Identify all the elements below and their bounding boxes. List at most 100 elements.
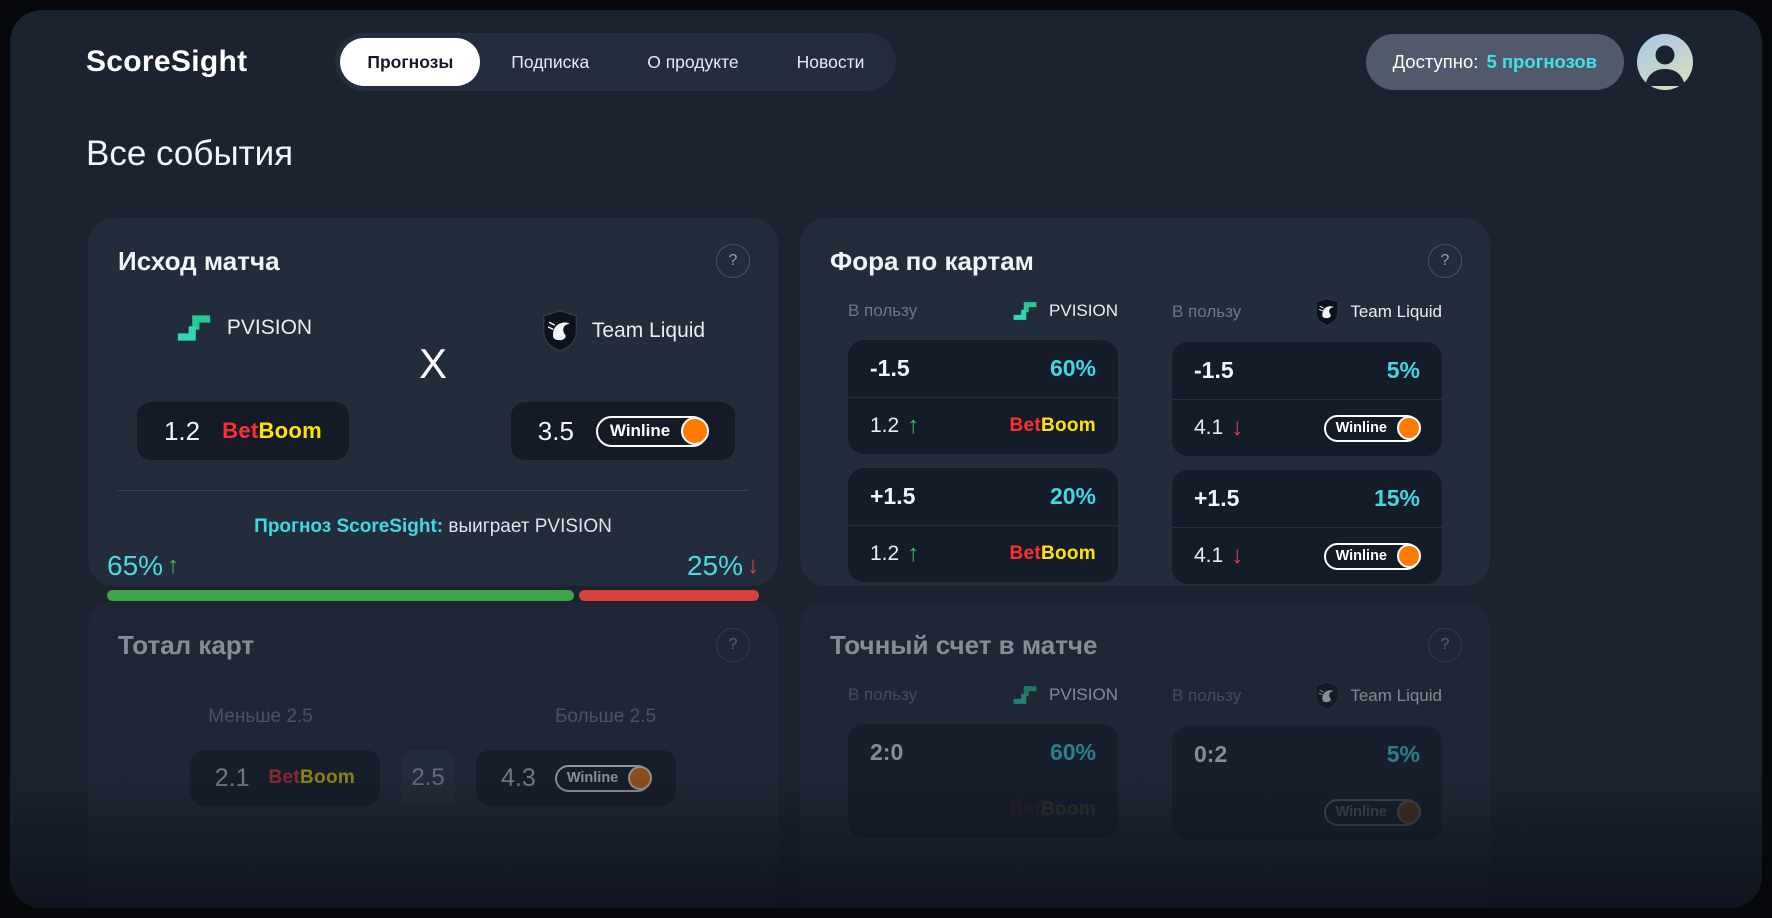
score-tile[interactable]: 2:0 60% BetBoom	[848, 724, 1118, 838]
team-right: Team Liquid	[1314, 298, 1442, 326]
odds-tile-right[interactable]: 3.5 Winline	[510, 402, 736, 460]
prediction-label: Прогноз ScoreSight:	[254, 516, 444, 537]
under-label: Меньше 2.5	[208, 706, 313, 727]
card-map-handicap: Фора по картам ? В пользу PVISION	[800, 218, 1490, 586]
odds-value: 1.2	[163, 415, 201, 446]
odds-value: 4.1 ↓	[1194, 542, 1244, 569]
prediction-text: Прогноз ScoreSight: выиграет PVISION	[88, 516, 778, 538]
score-value: 2:0	[870, 739, 904, 765]
betboom-logo: BetBoom	[268, 767, 356, 788]
question-icon: ?	[1440, 636, 1450, 653]
winline-dot-icon	[1397, 416, 1421, 440]
scoresight-logo: ScoreSight	[86, 45, 248, 78]
left-probability: 65% ↑	[107, 550, 180, 581]
nav-tab-forecasts[interactable]: Прогнозы	[340, 38, 481, 86]
avatar[interactable]	[1637, 34, 1693, 90]
score-tile[interactable]: 0:2 5% Winline	[1172, 726, 1442, 840]
handicap-tile[interactable]: -1.5 5% 4.1 ↓ Winline	[1172, 342, 1442, 456]
available-forecasts-badge[interactable]: Доступно: 5 прогнозов	[1365, 34, 1624, 90]
probability-row: 65% ↑ 25% ↓	[107, 550, 759, 582]
handicap-column-pvision: В пользу PVISION -1.5 60%	[848, 298, 1118, 598]
probability-value: 20%	[1049, 483, 1096, 509]
winline-logo: Winline	[1323, 414, 1421, 442]
winline-dot-icon	[1397, 544, 1421, 568]
odds-row: 1.2 BetBoom 3.5 Winline	[88, 402, 778, 460]
betboom-logo: BetBoom	[222, 418, 323, 443]
question-icon: ?	[728, 252, 738, 269]
handicap-column-teamliquid: В пользу Team Liquid -1.5 5%	[1172, 298, 1442, 598]
score-column-teamliquid: В пользу Team Liquid 0:2 5%	[1172, 682, 1442, 854]
odds-value: 1.2 ↑	[870, 540, 920, 567]
card-title: Точный счет в матче	[830, 629, 1098, 660]
handicap-tile[interactable]: +1.5 15% 4.1 ↓ Winline	[1172, 470, 1442, 584]
handicap-tile[interactable]: -1.5 60% 1.2 ↑ BetBoom	[848, 340, 1118, 454]
right-probability: 25% ↓	[686, 550, 759, 581]
card-title: Фора по картам	[830, 245, 1034, 276]
down-arrow-icon: ↓	[747, 552, 759, 579]
pvision-logo	[177, 315, 211, 341]
team-name: PVISION	[226, 316, 313, 339]
odds-value: 4.3	[501, 763, 536, 792]
winline-dot-icon	[681, 417, 710, 445]
probability-value: 5%	[1386, 741, 1420, 767]
teams-row: PVISION X Team Liquid	[88, 310, 778, 388]
help-button[interactable]: ?	[1428, 628, 1462, 662]
odds-value: 1.2 ↑	[870, 412, 920, 439]
handicap-tile[interactable]: +1.5 20% 1.2 ↑ BetBoom	[848, 468, 1118, 582]
available-count: 5 прогнозов	[1486, 51, 1597, 72]
team-left: PVISION	[88, 310, 398, 346]
over-label: Больше 2.5	[554, 706, 657, 727]
probability-value: 15%	[1373, 485, 1420, 511]
odds-tile-left[interactable]: 1.2 BetBoom	[136, 402, 350, 460]
nav-tab-news[interactable]: Новости	[796, 51, 865, 72]
team-right: Team Liquid	[468, 310, 778, 352]
progress-red	[579, 590, 759, 601]
question-icon: ?	[1440, 252, 1450, 269]
progress-green	[107, 590, 575, 601]
score-column-pvision: В пользу PVISION 2:0 60% Be	[848, 682, 1118, 854]
help-button[interactable]: ?	[716, 244, 750, 278]
betboom-logo: BetBoom	[1009, 543, 1096, 564]
probability-bar	[107, 590, 759, 601]
winline-logo: Winline	[1323, 798, 1421, 826]
odds-tile-over[interactable]: 4.3 Winline	[476, 750, 677, 806]
total-odds-row: 2.1 BetBoom 2.5 4.3 Winline	[88, 750, 778, 806]
team-left: PVISION	[1011, 682, 1118, 708]
winline-dot-icon	[628, 766, 653, 790]
odds-value: 2.1	[214, 763, 250, 792]
app-window: ScoreSight Прогнозы Подписка О продукте …	[10, 10, 1762, 908]
up-arrow-icon: ↑	[167, 552, 180, 579]
card-exact-score: Точный счет в матче ? В пользу PVISION	[800, 602, 1490, 908]
top-bar: ScoreSight Прогнозы Подписка О продукте …	[86, 33, 1693, 91]
divider	[118, 490, 748, 491]
betboom-logo: BetBoom	[1009, 415, 1096, 436]
favor-label: В пользу	[848, 685, 918, 704]
pvision-logo	[1013, 686, 1037, 704]
total-line-chip[interactable]: 2.5	[401, 750, 456, 806]
betboom-logo: BetBoom	[1009, 799, 1096, 820]
teamliquid-logo	[1316, 298, 1339, 326]
score-value: 0:2	[1194, 741, 1228, 767]
help-button[interactable]: ?	[716, 628, 750, 662]
card-total-maps: Тотал карт ? Меньше 2.5 Больше 2.5 2.1 B…	[88, 602, 778, 908]
probability-value: 60%	[1049, 739, 1096, 765]
down-arrow-icon: ↓	[1231, 414, 1244, 441]
odds-value: 4.1 ↓	[1194, 414, 1244, 441]
teamliquid-logo	[1316, 682, 1339, 710]
winline-logo: Winline	[595, 415, 710, 447]
team-right: Team Liquid	[1314, 682, 1442, 710]
nav-tab-subscription[interactable]: Подписка	[511, 51, 590, 72]
odds-tile-under[interactable]: 2.1 BetBoom	[189, 750, 381, 806]
up-arrow-icon: ↑	[907, 412, 920, 439]
winline-logo: Winline	[554, 764, 653, 792]
versus-label: X	[418, 340, 447, 387]
total-labels: Меньше 2.5 Больше 2.5	[88, 706, 778, 728]
question-icon: ?	[728, 636, 738, 653]
probability-value: 5%	[1386, 357, 1420, 383]
nav-tab-about[interactable]: О продукте	[647, 51, 739, 72]
card-title: Исход матча	[118, 245, 280, 276]
card-match-outcome: Исход матча ? PVISION X Team Liquid	[88, 218, 778, 601]
handicap-value: -1.5	[870, 355, 910, 381]
help-button[interactable]: ?	[1428, 244, 1462, 278]
card-title: Тотал карт	[118, 629, 255, 660]
